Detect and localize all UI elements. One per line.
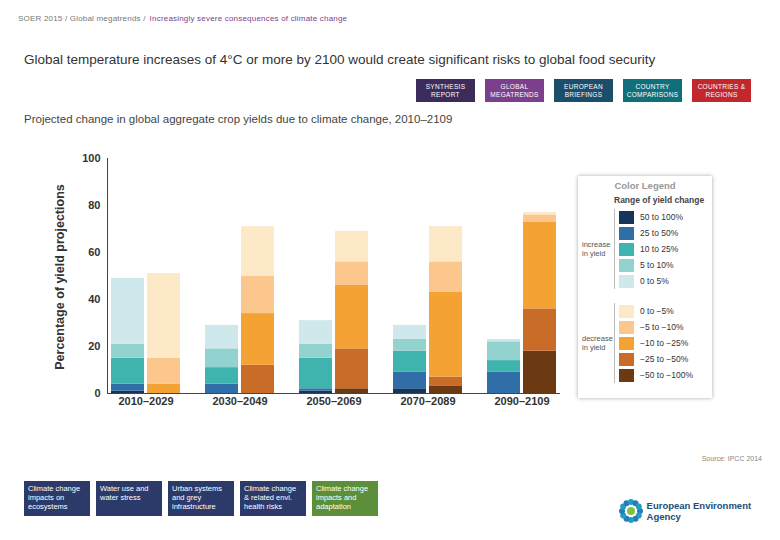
html-text:−10 to −25%: −10 to −25% [640,338,689,348]
html-text:Climate change & related envi.: Climate change & related envi. health ri… [244,484,297,511]
html-text:Color Legend: Color Legend [614,180,676,191]
html-text:10 to 25%: 10 to 25% [640,244,679,254]
html-text:SYNTHESIS REPORT: SYNTHESIS REPORT [425,82,466,98]
html-text:−50 to −100%: −50 to −100% [640,370,693,380]
html-text:Urban systems and grey infrast: Urban systems and grey infrastructure [172,484,222,511]
svg-text:2090–2109: 2090–2109 [494,395,549,407]
html-text:COUNTRIES & REGIONS: COUNTRIES & REGIONS [697,82,746,98]
html-text:increase in yield: increase in yield [582,240,611,258]
html-text:Percentage of yield projection: Percentage of yield projections [53,184,67,370]
html-text:−5 to −10%: −5 to −10% [640,322,684,332]
svg-text:0: 0 [94,387,100,399]
html-text:Water use and water stress: Water use and water stress [100,484,149,502]
html-text:Climate change impacts on ecos: Climate change impacts on ecosystems [28,484,81,511]
svg-text:20: 20 [88,340,100,352]
html-text:0 to −5%: 0 to −5% [640,306,674,316]
svg-text:2070–2089: 2070–2089 [400,395,455,407]
html-text:Source: IPCC 2014: Source: IPCC 2014 [701,455,762,462]
html-text:Projected change in global agg: Projected change in global aggregate cro… [24,113,453,125]
html-text:5 to 10%: 5 to 10% [640,260,674,270]
svg-text:2030–2049: 2030–2049 [212,395,267,407]
html-text:−25 to −50%: −25 to −50% [640,354,689,364]
svg-text:40: 40 [88,293,100,305]
svg-text:60: 60 [88,246,100,258]
html-text:Global temperature increases o: Global temperature increases of 4°C or m… [24,52,656,67]
html-text:GLOBAL MEGATRENDS: GLOBAL MEGATRENDS [490,82,539,98]
html-text:decrease in yield: decrease in yield [582,334,613,352]
svg-text:100: 100 [82,152,100,164]
html-text:0 to 5%: 0 to 5% [640,276,669,286]
html-text:SOER 2015 / Global megatrends: SOER 2015 / Global megatrends / Increasi… [18,14,348,23]
html-text:European Environment Agency: European Environment Agency [646,500,752,522]
html-text:50 to 100%: 50 to 100% [640,212,683,222]
svg-text:80: 80 [88,199,100,211]
svg-text:2050–2069: 2050–2069 [306,395,361,407]
svg-text:2010–2029: 2010–2029 [118,395,173,407]
html-text:EUROPEAN BRIEFINGS: EUROPEAN BRIEFINGS [564,82,603,98]
html-text:25 to 50%: 25 to 50% [640,228,679,238]
html-text:Climate change impacts and ada: Climate change impacts and adaptation [316,484,369,511]
html-text:Range of yield change: Range of yield change [614,195,705,205]
html-text:COUNTRY COMPARISONS: COUNTRY COMPARISONS [626,82,679,98]
